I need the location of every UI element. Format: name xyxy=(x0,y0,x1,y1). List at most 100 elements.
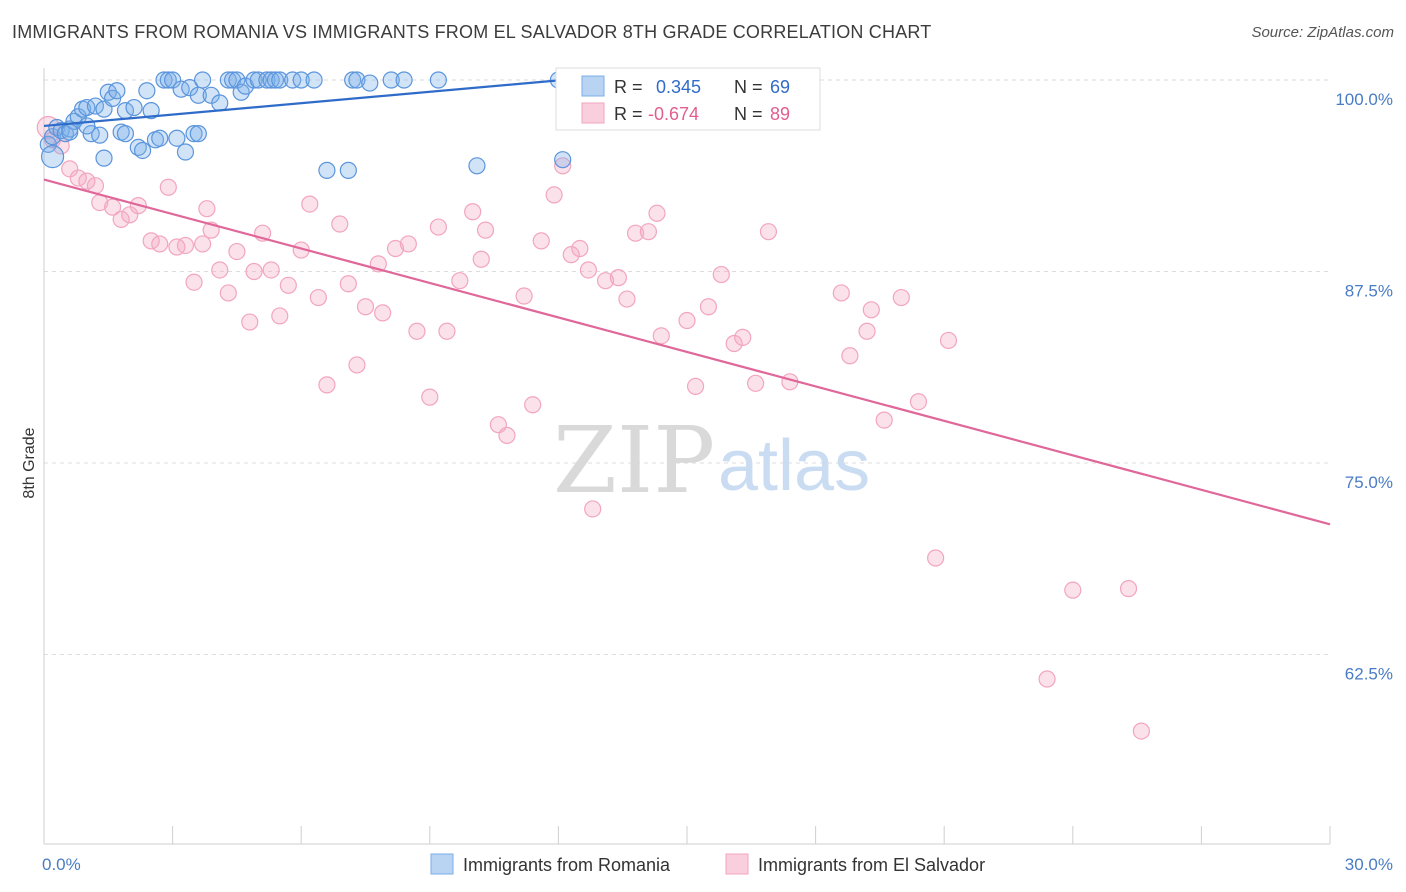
point-el-salvador xyxy=(652,327,670,345)
legend-n-value-2: 89 xyxy=(770,104,790,124)
point-el-salvador xyxy=(438,322,456,340)
point-romania xyxy=(245,71,263,89)
point-el-salvador xyxy=(386,239,405,258)
point-romania xyxy=(382,71,400,89)
point-el-salvador xyxy=(476,221,495,239)
point-el-salvador xyxy=(699,298,718,316)
legend-r-value-2: -0.674 xyxy=(648,104,699,124)
point-el-salvador xyxy=(678,311,696,330)
point-el-salvador xyxy=(464,203,482,221)
bottom-legend-el-salvador: Immigrants from El Salvador xyxy=(758,855,985,875)
point-romania xyxy=(344,71,362,89)
point-el-salvador xyxy=(1038,670,1056,688)
point-romania xyxy=(348,71,366,89)
point-romania xyxy=(78,98,96,117)
point-el-salvador xyxy=(429,218,447,236)
point-el-salvador xyxy=(245,262,263,281)
point-el-salvador xyxy=(472,250,490,268)
point-romania xyxy=(271,71,289,89)
point-el-salvador xyxy=(301,195,319,213)
point-el-salvador xyxy=(862,301,880,319)
point-el-salvador xyxy=(639,223,658,241)
point-el-salvador xyxy=(858,322,876,340)
stats-legend: R = 0.345 N = 69 R = -0.674 N = 89 xyxy=(555,67,821,131)
point-el-salvador xyxy=(262,261,280,279)
point-el-salvador xyxy=(421,388,439,406)
point-romania xyxy=(43,128,62,146)
point-el-salvador xyxy=(408,322,426,340)
point-el-salvador xyxy=(875,411,893,429)
point-el-salvador xyxy=(1132,722,1150,740)
legend-r-label-2: R = xyxy=(614,104,643,124)
point-romania xyxy=(429,71,447,89)
point-el-salvador xyxy=(524,396,542,414)
legend-swatch-blue xyxy=(581,75,605,97)
point-el-salvador xyxy=(399,235,417,253)
legend-r-value-1: 0.345 xyxy=(656,77,701,97)
point-el-salvador xyxy=(78,172,96,190)
point-romania xyxy=(159,71,177,89)
point-el-salvador xyxy=(648,204,666,222)
point-el-salvador xyxy=(515,287,533,305)
point-el-salvador xyxy=(374,304,392,322)
legend-n-label-1: N = xyxy=(734,77,763,97)
point-el-salvador xyxy=(832,284,850,302)
y-tick-label-3: 62.5% xyxy=(1345,665,1393,684)
point-el-salvador xyxy=(185,273,203,291)
point-el-salvador xyxy=(61,160,79,178)
point-romania xyxy=(116,125,135,143)
y-tick-label-0: 100.0% xyxy=(1335,90,1393,109)
legend-r-label-1: R = xyxy=(614,77,643,97)
point-romania xyxy=(91,126,109,144)
point-el-salvador xyxy=(927,549,945,567)
bottom-legend-swatch-romania xyxy=(430,853,454,875)
point-romania xyxy=(172,80,190,98)
point-romania xyxy=(361,74,379,92)
point-romania xyxy=(185,125,203,143)
point-el-salvador xyxy=(309,288,327,307)
point-el-salvador xyxy=(211,261,229,279)
point-el-salvador xyxy=(348,356,366,374)
y-tick-label-1: 87.5% xyxy=(1345,282,1393,301)
gridlines xyxy=(44,79,1330,655)
point-romania xyxy=(266,71,285,89)
point-romania xyxy=(468,157,486,175)
bottom-legend-swatch-el-salvador xyxy=(725,853,749,875)
point-romania xyxy=(78,117,96,135)
point-romania xyxy=(151,129,169,147)
x-tick-labels: 0.0% 30.0% xyxy=(42,855,1393,874)
source-label: Source: ZipAtlas.com xyxy=(1251,24,1394,41)
point-el-salvador xyxy=(219,284,237,302)
legend-n-label-2: N = xyxy=(734,104,763,124)
legend-swatch-pink xyxy=(581,102,605,124)
point-el-salvador xyxy=(103,198,122,216)
point-el-salvador xyxy=(1119,580,1138,598)
point-el-salvador xyxy=(151,235,169,253)
y-tick-label-2: 75.0% xyxy=(1345,473,1393,492)
point-el-salvador xyxy=(194,235,212,253)
point-el-salvador xyxy=(339,275,357,293)
point-romania xyxy=(40,145,65,169)
point-el-salvador xyxy=(112,210,130,229)
point-el-salvador xyxy=(356,298,375,316)
trend-line-romania xyxy=(43,78,563,128)
y-axis-label: 8th Grade xyxy=(21,427,38,498)
point-el-salvador xyxy=(121,206,139,224)
point-el-salvador xyxy=(725,334,743,353)
x-tick-label-1: 30.0% xyxy=(1345,855,1393,874)
watermark-zip: ZIP xyxy=(553,407,715,514)
point-el-salvador xyxy=(241,313,259,331)
point-el-salvador xyxy=(759,223,778,241)
point-romania xyxy=(211,94,229,112)
point-romania xyxy=(554,151,572,169)
point-romania xyxy=(142,102,160,120)
point-el-salvador xyxy=(318,376,336,394)
point-el-salvador xyxy=(584,500,602,518)
point-el-salvador xyxy=(626,224,645,242)
point-el-salvador xyxy=(331,215,349,233)
point-el-salvador xyxy=(498,426,516,445)
point-romania xyxy=(133,141,152,160)
point-el-salvador xyxy=(571,239,589,258)
point-romania xyxy=(138,82,156,100)
point-el-salvador xyxy=(228,242,246,261)
